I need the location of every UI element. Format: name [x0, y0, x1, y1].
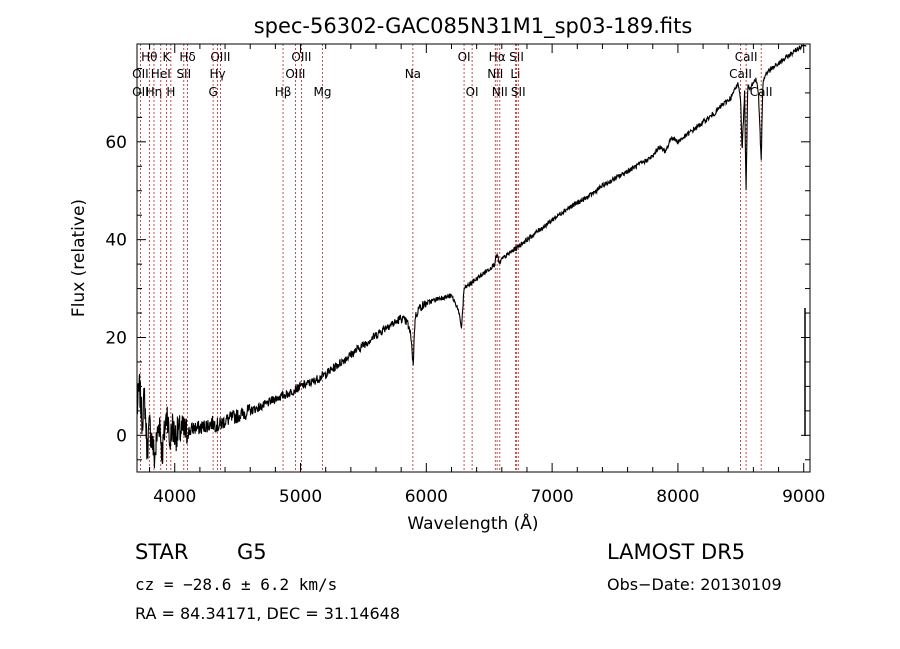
spectral-line-label: K [162, 50, 171, 64]
spectral-line-label: HeI [151, 67, 171, 81]
spectral-line-label: OII [132, 67, 149, 81]
spectral-line-label: OIII [285, 67, 305, 81]
spectral-line-label: Hγ [209, 67, 225, 81]
sky-coordinates: RA = 84.34171, DEC = 31.14648 [135, 604, 400, 623]
spectral-line-label: G [208, 85, 217, 99]
spectral-line-label: OI [458, 50, 471, 64]
spectral-line-label: OII [132, 85, 149, 99]
x-tick-label: 4000 [153, 487, 196, 507]
x-tick-label: 7000 [530, 487, 573, 507]
spectral-line-label: CaII [729, 67, 752, 81]
chart-title: spec-56302-GAC085N31M1_sp03-189.fits [254, 14, 693, 39]
object-subclass: G5 [237, 540, 267, 564]
spectral-line-label: CaII [735, 50, 758, 64]
x-axis-label: Wavelength (Å) [407, 512, 538, 534]
y-tick-label: 20 [105, 328, 127, 348]
plot-frame [136, 43, 811, 473]
object-class: STAR [135, 540, 188, 564]
spectral-line-label: Na [405, 67, 421, 81]
spectral-line-label: CaII [750, 85, 773, 99]
spectral-line-label: OIII [291, 50, 311, 64]
spectral-line-label: NII [487, 67, 503, 81]
spectral-line-label: Mg [314, 85, 332, 99]
spectral-line-label: SII [176, 67, 191, 81]
axis-ticks: 4000 5000 6000 7000 8000 9000 0 20 40 60 [105, 44, 825, 507]
spectral-line-label: H [166, 85, 175, 99]
spectrum-line [136, 44, 807, 469]
x-tick-label: 5000 [279, 487, 322, 507]
y-axis-label: Flux (relative) [69, 199, 89, 317]
spectral-line-label: NII [492, 85, 508, 99]
redshift-velocity: cz = −28.6 ± 6.2 km/s [135, 575, 337, 594]
spectral-line-label: OI [466, 85, 479, 99]
spectral-line-label: Hα [489, 50, 506, 64]
observation-date: Obs−Date: 20130109 [607, 575, 782, 594]
spectral-line-label: SII [511, 85, 526, 99]
y-tick-label: 60 [105, 133, 127, 153]
y-tick-label: 0 [116, 426, 127, 446]
spectral-line-label: Li [510, 67, 520, 81]
x-tick-label: 9000 [782, 487, 825, 507]
spectral-line-label: Hη [146, 85, 163, 99]
spectral-line-label: Hδ [179, 50, 195, 64]
spectral-line-label: Hθ [141, 50, 157, 64]
x-tick-label: 6000 [405, 487, 448, 507]
spectral-line-label: OIII [210, 50, 230, 64]
x-tick-label: 8000 [656, 487, 699, 507]
spectral-line-label: SII [509, 50, 524, 64]
spectral-line-label: Hβ [275, 85, 292, 99]
y-tick-label: 40 [105, 231, 127, 251]
survey-name: LAMOST DR5 [607, 540, 745, 564]
